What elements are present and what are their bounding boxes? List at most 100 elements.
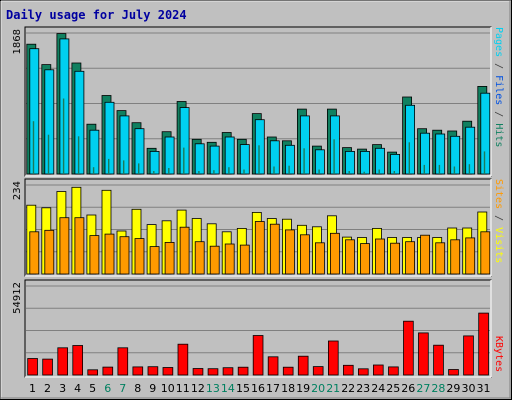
sites-bar <box>284 229 295 275</box>
files-bar <box>314 149 325 175</box>
pages-bar <box>108 158 110 174</box>
kbytes-bar <box>102 366 114 376</box>
series-label-part: / <box>493 57 504 75</box>
kbytes-bar <box>57 347 68 376</box>
x-tick-label: 13 <box>206 382 220 395</box>
x-tick-label: 19 <box>296 382 310 395</box>
series-label-part: Hits <box>493 123 504 147</box>
pages-bar <box>438 164 441 174</box>
x-tick-label: 5 <box>89 382 96 395</box>
x-tick-label: 8 <box>134 382 141 395</box>
sites-bar <box>435 242 446 275</box>
series-label-visits: Sites / Visits <box>493 179 504 263</box>
files-bar <box>74 70 85 175</box>
sites-bar <box>134 238 145 275</box>
pages-bar <box>213 170 215 174</box>
files-bar <box>119 115 130 175</box>
kbytes-bar <box>267 356 279 376</box>
kbytes-bar <box>297 355 309 376</box>
x-tick-label: 23 <box>356 382 370 395</box>
files-bar <box>44 69 55 175</box>
pages-bar <box>168 168 170 174</box>
kbytes-bar <box>222 367 234 376</box>
kbytes-bar <box>463 335 474 376</box>
sites-bar <box>89 235 100 275</box>
sites-bar <box>405 241 416 275</box>
chart-panels: 1868 Pages / Files / Hits 234 Sites / Visit… <box>12 26 504 378</box>
kbytes-bar <box>252 335 264 376</box>
sites-bar <box>179 226 190 275</box>
x-tick-label: 10 <box>161 382 175 395</box>
sites-bar <box>269 223 280 275</box>
files-bar <box>209 145 220 175</box>
x-tick-label: 26 <box>401 382 415 395</box>
x-tick-label: 14 <box>221 382 235 395</box>
kbytes-bar <box>478 312 489 376</box>
files-bar <box>360 150 370 175</box>
sites-bar <box>480 231 491 275</box>
chart-title: Daily usage for July 2024 <box>6 8 187 22</box>
sites-bar <box>29 231 40 275</box>
kbytes-bar <box>433 344 444 376</box>
kbytes-bar <box>237 366 249 376</box>
sites-bar <box>119 236 130 275</box>
x-tick-label: 25 <box>386 382 400 395</box>
pages-bar <box>47 134 50 174</box>
pages-bar <box>243 169 245 174</box>
x-tick-label: 11 <box>176 382 190 395</box>
sites-bar <box>299 234 310 275</box>
series-label-part: / <box>493 105 504 123</box>
sites-bar <box>465 237 476 275</box>
pages-bar <box>423 164 425 174</box>
sites-bar <box>194 241 205 275</box>
files-bar <box>179 107 190 175</box>
kbytes-bar <box>207 368 219 376</box>
x-tick-label: 17 <box>266 382 280 395</box>
pages-bar <box>468 164 471 174</box>
x-tick-label: 1 <box>29 382 36 395</box>
kbytes-bar <box>162 367 174 376</box>
files-bar <box>465 126 476 175</box>
files-bar <box>329 115 340 175</box>
x-tick-label: 28 <box>431 382 445 395</box>
pages-bar <box>288 165 290 174</box>
pages-bar <box>32 121 35 174</box>
pages-bar <box>348 171 350 174</box>
pages-bar <box>258 145 260 174</box>
pages-bar <box>153 171 155 174</box>
kbytes-bar <box>448 369 459 376</box>
files-bar <box>29 48 40 175</box>
kbytes-bar <box>147 366 159 376</box>
files-bar <box>269 140 280 175</box>
files-bar <box>450 135 461 175</box>
kbytes-bar <box>282 366 294 376</box>
kbytes-bar <box>327 340 339 376</box>
pages-bar <box>62 98 65 174</box>
files-bar <box>405 104 416 175</box>
series-label-part: Sites <box>493 179 504 209</box>
files-bar <box>89 129 100 175</box>
pages-bar <box>318 169 320 174</box>
sites-bar <box>420 234 431 275</box>
files-bar <box>239 144 250 175</box>
files-bar <box>254 119 265 175</box>
sites-bar <box>329 232 340 275</box>
kbytes-bar <box>42 358 53 376</box>
files-bar <box>435 133 446 175</box>
kbytes-bar <box>132 366 144 376</box>
series-label-part: Files <box>493 75 504 105</box>
sites-bar <box>254 221 265 275</box>
x-tick-label: 15 <box>236 382 250 395</box>
panel-kbytes: 54912 KBytes <box>12 279 504 378</box>
x-tick-label: 12 <box>191 382 205 395</box>
sites-bar <box>345 239 355 275</box>
kbytes-bar <box>388 366 399 376</box>
files-bar <box>59 38 70 175</box>
kbytes-bar <box>27 358 38 376</box>
series-label-hits: Pages / Files / Hits <box>493 27 504 147</box>
files-bar <box>104 101 115 175</box>
x-tick-label: 2 <box>44 382 51 395</box>
x-tick-label: 21 <box>326 382 340 395</box>
kbytes-bar <box>87 369 99 376</box>
